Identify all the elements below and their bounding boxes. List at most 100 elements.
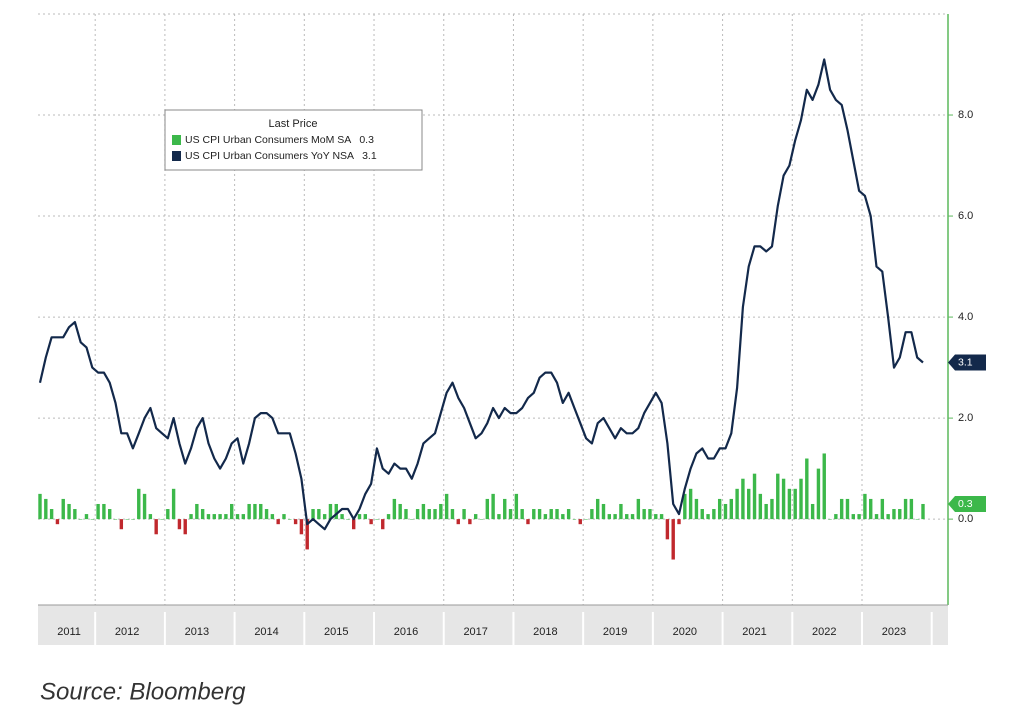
bar bbox=[561, 514, 565, 520]
bar bbox=[160, 519, 164, 520]
bar bbox=[456, 519, 460, 525]
bar bbox=[381, 519, 385, 530]
bar bbox=[880, 498, 885, 520]
bar bbox=[572, 519, 577, 520]
bar bbox=[863, 493, 867, 520]
bar bbox=[491, 493, 495, 520]
bar bbox=[340, 514, 344, 520]
bar bbox=[857, 514, 861, 520]
bar bbox=[119, 519, 124, 530]
bar bbox=[404, 509, 408, 520]
bar bbox=[270, 514, 275, 520]
bar bbox=[915, 519, 919, 520]
bar bbox=[351, 519, 356, 530]
bar bbox=[810, 503, 815, 520]
bar bbox=[729, 498, 733, 520]
line bbox=[38, 58, 924, 531]
bar bbox=[537, 509, 542, 520]
bar bbox=[549, 509, 553, 520]
bar bbox=[630, 514, 635, 520]
bar bbox=[363, 514, 368, 520]
bar bbox=[601, 503, 606, 520]
bar bbox=[526, 519, 530, 525]
x-tick-label: 2015 bbox=[324, 626, 348, 638]
bar bbox=[218, 514, 222, 520]
x-tick-label: 2016 bbox=[394, 626, 418, 638]
bar bbox=[247, 503, 251, 520]
bar bbox=[241, 514, 246, 520]
bar bbox=[108, 509, 112, 520]
x-tick-label: 2023 bbox=[882, 626, 906, 638]
bar bbox=[44, 498, 48, 520]
bar bbox=[903, 498, 908, 520]
x-tick-label: 2018 bbox=[533, 626, 557, 638]
bar bbox=[816, 468, 821, 520]
bar bbox=[235, 514, 240, 520]
bar bbox=[299, 519, 304, 535]
bar bbox=[665, 519, 670, 540]
bar bbox=[694, 498, 699, 520]
y-tick-label: 2.0 bbox=[958, 412, 973, 424]
bar bbox=[688, 488, 693, 520]
bar bbox=[276, 519, 280, 525]
bar bbox=[200, 509, 205, 520]
bar bbox=[717, 498, 722, 520]
bar bbox=[514, 493, 519, 520]
y-tick-label: 8.0 bbox=[958, 109, 973, 121]
bar bbox=[113, 519, 118, 520]
bar bbox=[415, 509, 420, 520]
bar bbox=[520, 509, 524, 520]
bar bbox=[921, 503, 925, 520]
bar bbox=[752, 473, 757, 520]
bar bbox=[747, 488, 751, 520]
bar bbox=[706, 514, 710, 520]
bar bbox=[851, 514, 855, 520]
bar bbox=[189, 514, 193, 520]
bar bbox=[212, 514, 216, 520]
legend-title: Last Price bbox=[269, 118, 318, 130]
bar bbox=[625, 514, 629, 520]
last-value-badge bbox=[948, 495, 986, 512]
bar bbox=[61, 498, 65, 520]
bar bbox=[799, 478, 803, 520]
y-tick-label: 4.0 bbox=[958, 311, 973, 323]
bar bbox=[892, 509, 896, 520]
bar bbox=[822, 453, 826, 520]
bar bbox=[84, 514, 89, 520]
bar bbox=[49, 509, 54, 520]
bar bbox=[125, 519, 129, 520]
bar bbox=[776, 473, 780, 520]
bar bbox=[793, 488, 797, 520]
bar bbox=[735, 488, 739, 520]
bar bbox=[619, 503, 623, 520]
bar bbox=[543, 514, 548, 520]
bar bbox=[898, 509, 902, 520]
bar bbox=[497, 514, 501, 520]
bar bbox=[566, 509, 571, 520]
bar bbox=[845, 498, 850, 520]
bar bbox=[636, 498, 641, 520]
bar bbox=[613, 514, 617, 520]
x-axis-band bbox=[38, 605, 948, 645]
bar bbox=[166, 509, 170, 520]
bar bbox=[357, 514, 362, 520]
bar bbox=[305, 519, 309, 550]
bar bbox=[462, 509, 466, 520]
x-tick-label: 2012 bbox=[115, 626, 139, 638]
y-tick-label: 0.0 bbox=[958, 513, 973, 525]
bar bbox=[38, 493, 42, 520]
bar bbox=[78, 519, 83, 520]
legend-value: 0.3 bbox=[359, 134, 374, 146]
bar bbox=[230, 503, 234, 520]
bar bbox=[503, 498, 507, 520]
bar bbox=[102, 503, 106, 520]
bar bbox=[293, 519, 298, 525]
bar bbox=[253, 503, 257, 520]
bar bbox=[131, 519, 135, 520]
x-tick-label: 2019 bbox=[603, 626, 627, 638]
bar bbox=[468, 519, 472, 525]
bar bbox=[142, 493, 147, 520]
bar bbox=[90, 519, 94, 520]
legend-label: US CPI Urban Consumers YoY NSA bbox=[185, 150, 354, 162]
